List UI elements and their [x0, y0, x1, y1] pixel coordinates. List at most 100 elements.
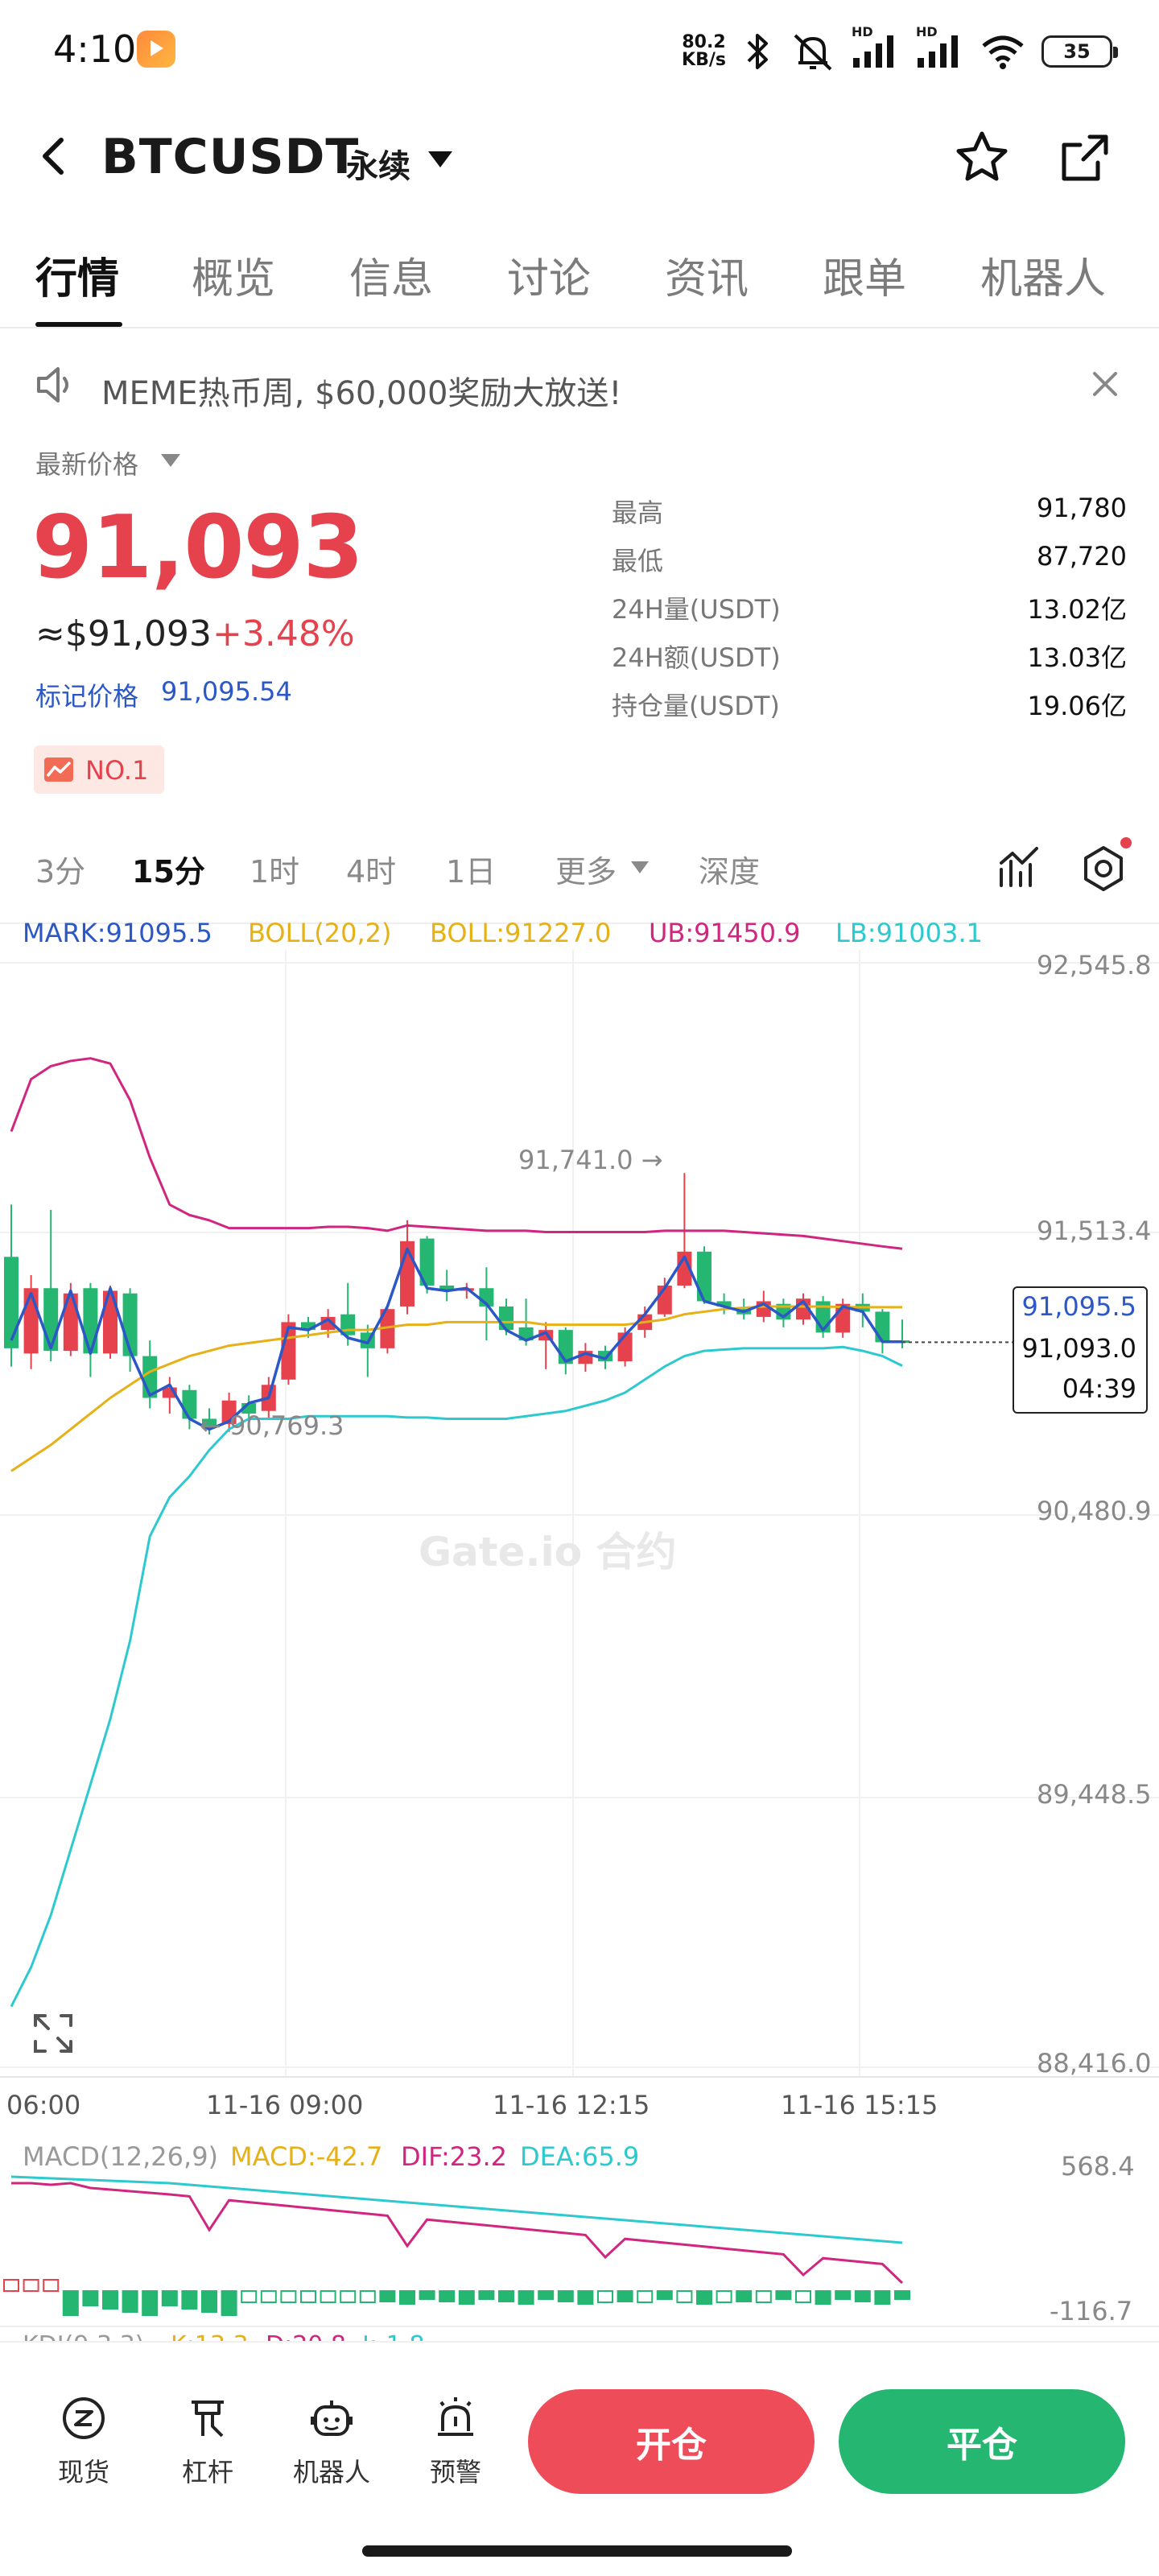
macd-histogram-bar	[458, 2290, 475, 2305]
latest-price-label[interactable]: 最新价格	[35, 449, 139, 480]
mark-price-line	[10, 1247, 902, 1431]
boll-upper-value: UB:91450.9	[649, 918, 801, 948]
signal-icon-2: HD	[916, 24, 964, 72]
tab-news[interactable]: 资讯	[665, 255, 749, 303]
tab-bots[interactable]: 机器人	[980, 255, 1107, 303]
high-price-marker: 91,741.0 →	[518, 1145, 663, 1175]
mark-indicator: MARK:91095.5	[23, 918, 212, 948]
fullscreen-icon[interactable]	[32, 2013, 74, 2054]
tab-overview[interactable]: 概览	[192, 255, 276, 303]
trend-chart-icon	[44, 758, 73, 782]
interval-4h[interactable]: 4时	[346, 854, 397, 890]
close-icon[interactable]	[1087, 365, 1124, 402]
tab-discussion[interactable]: 讨论	[507, 255, 592, 303]
macd-y-max: 568.4	[1061, 2151, 1135, 2182]
bottom-action-bar: 现货 杠杆 机器人 预警 开仓 平仓	[0, 2341, 1159, 2576]
announcement-text[interactable]: MEME热币周, $60,000奖励大放送!	[101, 375, 622, 412]
caret-down-icon[interactable]	[161, 454, 180, 467]
depth-tab[interactable]: 深度	[699, 854, 761, 890]
tab-market[interactable]: 行情	[35, 255, 120, 303]
robot-button[interactable]: 机器人	[283, 2394, 380, 2499]
star-icon[interactable]	[953, 129, 1011, 187]
network-speed: 80.2 KB/s	[682, 32, 726, 70]
interval-1h[interactable]: 1时	[250, 854, 300, 890]
candle-body	[43, 1288, 59, 1352]
alert-button[interactable]: 预警	[407, 2394, 504, 2499]
dea-line	[10, 2175, 903, 2244]
battery-icon: 35	[1041, 35, 1118, 68]
macd-legend: MACD(12,26,9) MACD:-42.7 DIF:23.2 DEA:65…	[0, 2141, 1159, 2174]
dea-value: DEA:65.9	[520, 2141, 640, 2172]
macd-histogram-bar	[696, 2290, 712, 2305]
y-axis-label: 91,513.4	[1037, 1216, 1152, 1246]
announcement-banner[interactable]: MEME热币周, $60,000奖励大放送!	[0, 328, 1159, 441]
contract-type[interactable]: 永续	[346, 148, 410, 185]
settings-icon[interactable]	[1079, 844, 1128, 894]
macd-histogram-bar	[775, 2290, 792, 2300]
macd-histogram-bar	[874, 2290, 891, 2305]
macd-histogram-bar	[755, 2290, 772, 2303]
macd-histogram-bar	[82, 2290, 99, 2306]
macd-histogram-bar	[419, 2290, 435, 2300]
candle-body	[716, 1301, 732, 1307]
bluetooth-icon	[747, 34, 768, 69]
macd-histogram-bar	[854, 2290, 871, 2302]
candle-body	[4, 1257, 19, 1348]
macd-histogram-bar	[538, 2290, 555, 2300]
caret-down-icon[interactable]	[428, 151, 452, 167]
macd-chart[interactable]	[0, 2174, 1159, 2334]
x-axis-label: 11-16 12:15	[493, 2090, 650, 2120]
dif-line	[11, 2182, 904, 2285]
back-arrow-icon[interactable]	[32, 130, 77, 182]
tab-copy-trading[interactable]: 跟单	[823, 255, 907, 303]
rank-badge[interactable]: NO.1	[34, 745, 164, 794]
macd-histogram-bar	[241, 2290, 258, 2303]
price-change-percent: +3.48%	[212, 613, 355, 654]
macd-histogram-bar	[795, 2290, 811, 2303]
caret-down-icon[interactable]	[631, 861, 649, 873]
y-axis-label: 89,448.5	[1037, 1779, 1152, 1810]
stat-low: 最低 87,720	[612, 541, 1127, 576]
contract-symbol[interactable]: BTCUSDT	[101, 129, 360, 185]
candle-body	[301, 1322, 316, 1331]
macd-histogram-bar	[894, 2290, 910, 2300]
x-axis-label: 11-16 09:00	[206, 2090, 364, 2120]
macd-value: MACD:-42.7	[230, 2141, 383, 2172]
interval-3m[interactable]: 3分	[35, 854, 86, 890]
low-price-marker: ← 90,769.3	[200, 1410, 344, 1441]
indicator-legend: MARK:91095.5 BOLL(20,2) BOLL:91227.0 UB:…	[0, 918, 1159, 950]
boll-mid-value: BOLL:91227.0	[430, 918, 612, 948]
candle-body	[380, 1309, 395, 1348]
interval-1d[interactable]: 1日	[446, 854, 497, 890]
candle-body	[202, 1418, 217, 1427]
mark-price-value: 91,095.54	[161, 676, 292, 707]
interval-more[interactable]: 更多	[555, 854, 617, 890]
home-indicator[interactable]	[362, 2545, 792, 2557]
gate-io-watermark: Gate.io 合约	[419, 1529, 677, 1575]
candle-body	[83, 1288, 98, 1354]
spot-button[interactable]: 现货	[35, 2394, 132, 2499]
title-bar: BTCUSDT 永续	[0, 105, 1159, 209]
macd-histogram-bar	[102, 2290, 118, 2310]
share-icon[interactable]	[1056, 129, 1114, 187]
open-position-button[interactable]: 开仓	[528, 2389, 815, 2494]
macd-histogram-bar	[181, 2290, 198, 2310]
margin-icon	[192, 2401, 224, 2438]
macd-y-min: -116.7	[1050, 2296, 1133, 2326]
macd-histogram-bar	[716, 2290, 732, 2303]
macd-histogram-bar	[835, 2290, 852, 2300]
macd-histogram-bar	[557, 2290, 574, 2302]
macd-histogram-bar	[359, 2290, 376, 2303]
candlestick-chart[interactable]	[0, 948, 1159, 2136]
macd-histogram-bar	[518, 2290, 534, 2305]
macd-histogram-bar	[3, 2279, 19, 2292]
y-axis-label: 88,416.0	[1037, 2048, 1152, 2079]
boll-lower-value: LB:91003.1	[835, 918, 983, 948]
interval-bar: 3分 15分 1时 4时 1日 更多 深度	[0, 834, 1159, 924]
candle-body	[499, 1306, 514, 1331]
interval-15m[interactable]: 15分	[132, 854, 205, 890]
close-position-button[interactable]: 平仓	[839, 2389, 1125, 2494]
indicator-chart-icon[interactable]	[996, 845, 1041, 890]
tab-info[interactable]: 信息	[349, 255, 434, 303]
margin-button[interactable]: 杠杆	[159, 2394, 256, 2499]
